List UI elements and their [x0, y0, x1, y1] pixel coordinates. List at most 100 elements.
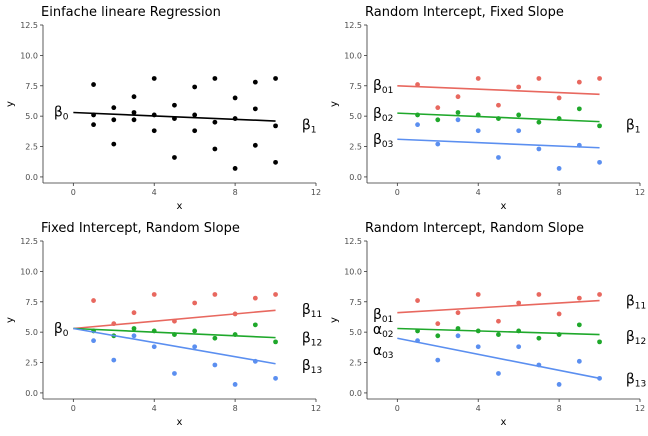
data-point	[556, 311, 562, 317]
regression-line-all	[73, 111, 276, 122]
x-tick-label: 12	[635, 188, 645, 197]
y-tick-label: 10.0	[344, 51, 362, 60]
data-point	[415, 298, 420, 303]
y-tick-label: 7.5	[25, 82, 38, 91]
data-point	[455, 117, 461, 123]
parameter-annotation: β12	[302, 331, 322, 349]
x-tick-label: 4	[476, 404, 481, 413]
y-tick-label: 2.5	[25, 359, 38, 368]
data-point	[435, 105, 441, 111]
x-tick-label: 0	[71, 404, 76, 413]
data-point	[435, 141, 441, 147]
data-point	[516, 112, 522, 118]
regression-line-green	[397, 112, 600, 123]
y-tick-label: 10.0	[344, 267, 362, 276]
parameter-annotation: β13	[626, 371, 646, 389]
data-point	[435, 321, 441, 327]
data-point	[576, 106, 582, 112]
chart-title: Random Intercept, Random Slope	[365, 221, 584, 236]
data-point	[496, 332, 501, 337]
parameter-symbol: β	[373, 307, 382, 323]
x-axis-label: x	[501, 201, 507, 212]
data-point	[597, 339, 602, 345]
parameter-subscript: 02	[382, 330, 393, 340]
data-point	[496, 371, 501, 376]
parameter-symbol: β	[302, 302, 311, 318]
x-tick-label: 4	[152, 188, 157, 197]
data-point	[212, 335, 218, 341]
data-point	[475, 292, 481, 297]
y-tick-label: 5.0	[25, 112, 38, 121]
parameter-annotation: β11	[302, 302, 322, 320]
data-point	[212, 146, 218, 152]
y-tick-label: 5.0	[349, 112, 362, 121]
regression-line-red	[397, 299, 600, 314]
x-tick-label: 4	[476, 188, 481, 197]
y-tick-label: 10.0	[20, 51, 38, 60]
y-tick-label: 2.5	[25, 143, 38, 152]
parameter-symbol: β	[373, 132, 382, 148]
data-point	[91, 122, 96, 128]
parameter-subscript: 12	[635, 337, 646, 347]
parameter-annotation: β01	[373, 307, 393, 325]
parameter-annotation: β1	[302, 118, 317, 136]
data-point	[455, 94, 461, 100]
parameter-annotation: β13	[302, 358, 322, 376]
data-point	[576, 295, 582, 301]
data-point	[455, 333, 461, 339]
data-point	[516, 344, 522, 350]
regression-line-blue	[397, 337, 600, 380]
data-point	[192, 128, 198, 134]
data-point	[516, 84, 522, 90]
x-tick-label: 12	[635, 404, 645, 413]
regression-line-red	[73, 309, 276, 330]
data-point	[131, 117, 137, 123]
x-axis-label: x	[501, 417, 507, 428]
parameter-symbol: β	[626, 294, 635, 310]
parameter-annotation: β11	[626, 294, 646, 312]
parameter-annotation: α03	[373, 343, 394, 361]
y-tick-label: 2.5	[349, 143, 362, 152]
x-axis-label: x	[177, 201, 183, 212]
data-point	[232, 166, 238, 171]
x-tick-label: 12	[311, 188, 321, 197]
data-point	[475, 128, 481, 134]
parameter-annotation: β02	[373, 106, 393, 124]
data-point	[192, 328, 198, 334]
data-point	[111, 141, 117, 147]
data-point	[192, 112, 198, 118]
parameter-subscript: 1	[311, 126, 317, 136]
parameter-symbol: β	[373, 106, 382, 122]
parameter-symbol: β	[54, 321, 63, 337]
data-point	[273, 159, 278, 165]
parameter-annotation: β03	[373, 132, 393, 150]
x-tick-label: 4	[152, 404, 157, 413]
data-point	[597, 292, 602, 297]
data-point	[556, 95, 562, 101]
data-point	[172, 371, 177, 376]
y-tick-label: 0.0	[25, 173, 38, 182]
parameter-annotation: α02	[373, 322, 394, 340]
data-point	[455, 110, 461, 115]
x-tick-label: 8	[557, 404, 562, 413]
data-point	[131, 310, 137, 316]
regression-line-blue	[397, 138, 600, 149]
data-point	[435, 357, 441, 363]
data-point	[91, 298, 96, 303]
data-point	[151, 76, 157, 81]
data-point	[151, 292, 157, 297]
y-tick-label: 12.5	[20, 237, 38, 246]
data-point	[252, 295, 258, 301]
data-point	[536, 335, 542, 341]
y-tick-label: 5.0	[349, 328, 362, 337]
x-tick-label: 8	[233, 188, 238, 197]
data-point	[435, 117, 441, 123]
data-point	[131, 110, 137, 115]
data-point	[192, 344, 198, 350]
y-tick-label: 5.0	[25, 328, 38, 337]
regression-line-red	[397, 84, 600, 96]
data-point	[273, 339, 278, 345]
parameter-subscript: 02	[382, 114, 393, 124]
parameter-annotation: β0	[54, 104, 69, 122]
data-point	[415, 122, 420, 128]
